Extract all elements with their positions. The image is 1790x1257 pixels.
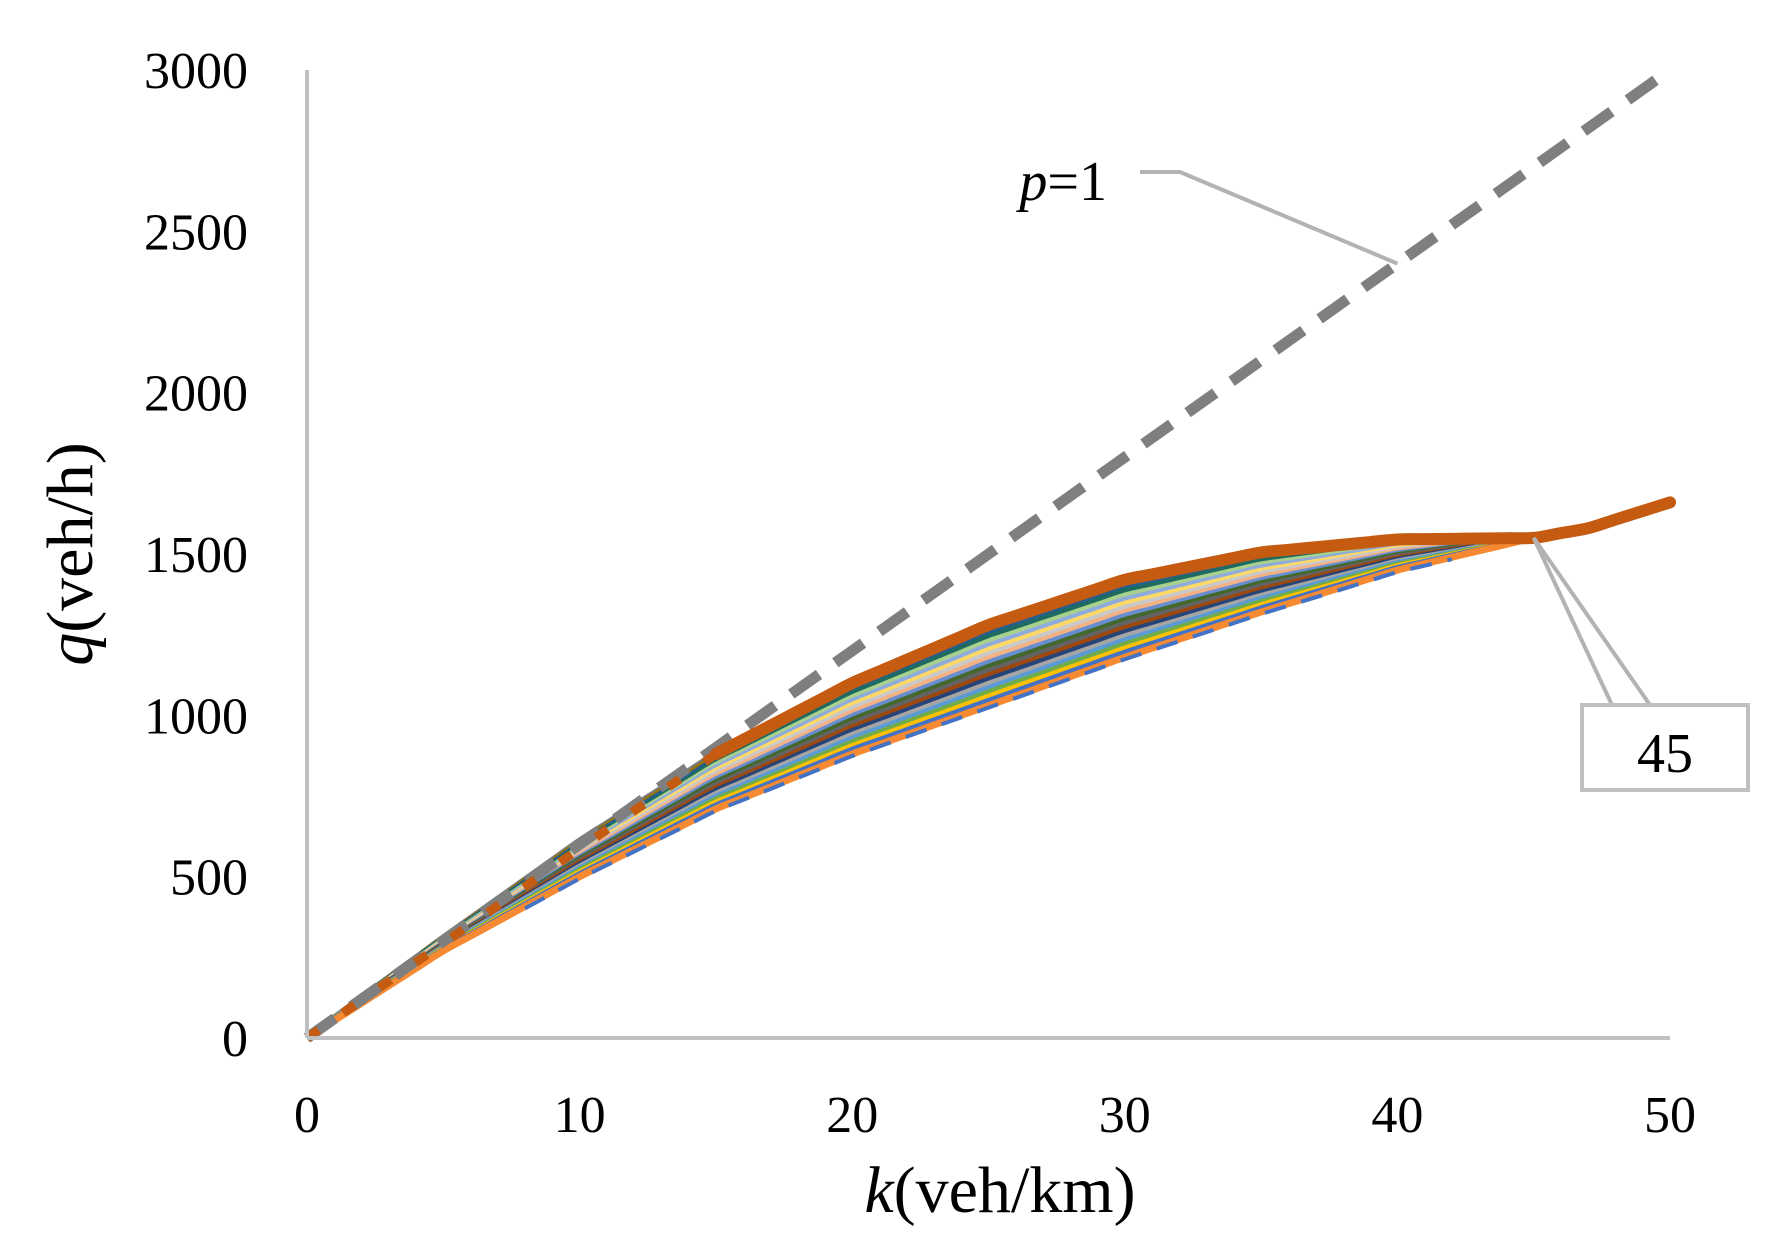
band-curve-20 <box>304 499 1672 1041</box>
annotation-p1-label-italic: p <box>1015 151 1047 213</box>
x-tick-10: 10 <box>554 1087 606 1144</box>
x-tick-0: 0 <box>294 1087 320 1144</box>
y-axis-title-italic: q <box>34 633 107 666</box>
y-tick-1500: 1500 <box>144 527 248 584</box>
band-curve-19 <box>304 499 1672 1041</box>
band-curve-15 <box>304 499 1672 1041</box>
annotation-45: 45 <box>1531 536 1750 792</box>
band-curve-16 <box>304 499 1672 1041</box>
envelope-curve <box>709 496 1676 761</box>
annotation-p1-label-rest: =1 <box>1047 151 1107 213</box>
y-tick-2000: 2000 <box>144 366 248 423</box>
envelope-group <box>304 496 1676 1042</box>
annotation-45-box <box>1580 703 1750 792</box>
band-curve-3 <box>305 499 1672 1041</box>
y-tick-3000: 3000 <box>144 43 248 100</box>
band-lower-dashed-curve <box>524 557 1453 911</box>
reference-line-group <box>303 65 1674 1043</box>
x-tick-30: 30 <box>1099 1087 1151 1144</box>
x-tick-40: 40 <box>1371 1087 1423 1144</box>
annotation-45-label: 45 <box>1637 723 1693 785</box>
annotation-p1-label: p=1 <box>1015 151 1107 213</box>
band-curve-11 <box>305 499 1672 1041</box>
annotation-45-leader <box>1531 536 1652 707</box>
annotation-p1-leader <box>1140 170 1399 266</box>
x-axis-title-rest: (veh/km) <box>894 1154 1136 1227</box>
y-tick-labels: 0 500 1000 1500 2000 2500 3000 <box>144 43 248 1068</box>
x-tick-50: 50 <box>1644 1087 1696 1144</box>
band-curve-12 <box>305 499 1672 1041</box>
y-axis-title-rest: (veh/h) <box>34 442 107 633</box>
band-curve-8 <box>305 499 1672 1041</box>
y-axis-title: q(veh/h) <box>34 442 107 666</box>
band-curve-18 <box>304 499 1672 1041</box>
annotation-p1: p=1 <box>1015 151 1399 266</box>
x-tick-labels: 0 10 20 30 40 50 <box>294 1087 1696 1144</box>
band-curve-13 <box>304 499 1672 1041</box>
band-curve-1 <box>305 499 1672 1041</box>
x-tick-20: 20 <box>826 1087 878 1144</box>
band-curve-4 <box>305 499 1672 1041</box>
y-tick-2500: 2500 <box>144 204 248 261</box>
reference-line-p1 <box>303 65 1674 1043</box>
band-curve-7 <box>305 499 1672 1041</box>
y-tick-1000: 1000 <box>144 688 248 745</box>
x-axis-title-italic: k <box>864 1154 895 1227</box>
band-curve-10 <box>305 499 1672 1041</box>
band-curve-14 <box>304 499 1672 1041</box>
x-axis-title: k(veh/km) <box>864 1154 1135 1227</box>
curve-band <box>304 499 1672 1041</box>
band-curve-9 <box>305 499 1672 1041</box>
y-tick-500: 500 <box>170 850 248 907</box>
band-curve-6 <box>305 499 1672 1041</box>
y-tick-0: 0 <box>222 1011 248 1068</box>
band-curve-5 <box>305 499 1672 1041</box>
band-curve-2 <box>305 499 1672 1041</box>
band-curve-17 <box>304 499 1672 1041</box>
